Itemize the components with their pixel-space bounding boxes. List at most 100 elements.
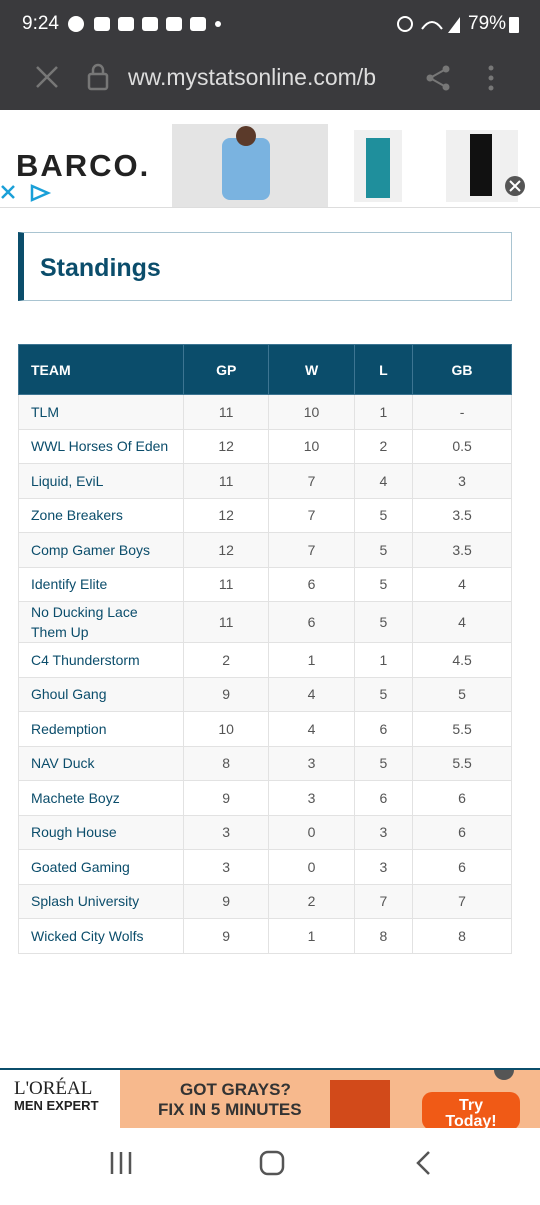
back[interactable] — [416, 1151, 430, 1175]
stat-cell: 3 — [268, 745, 355, 781]
stat-cell: - — [412, 394, 512, 430]
stat-cell: 3 — [353, 849, 414, 885]
stat-cell: 11 — [182, 463, 270, 499]
table-row: No Ducking Lace Them Up 11 6 5 4 — [18, 601, 512, 643]
stat-cell: 3 — [353, 814, 414, 850]
stat-cell: 0.5 — [412, 428, 512, 464]
team-name: NAV Duck — [18, 745, 184, 781]
menu[interactable] — [486, 64, 496, 92]
stat-cell: 3.5 — [412, 497, 512, 533]
close-tab[interactable] — [34, 64, 60, 90]
battery-icon — [509, 17, 519, 33]
stat-cell: 5.5 — [412, 711, 512, 747]
stat-cell: 12 — [182, 497, 270, 533]
table-row: Splash University 9 2 7 7 — [18, 883, 512, 919]
ad-brand: BARCO. — [16, 148, 151, 183]
stat-cell: 12 — [182, 532, 270, 568]
team-name: Machete Boyz — [18, 780, 184, 816]
table-row: Ghoul Gang 9 4 5 5 — [18, 676, 512, 712]
team-name: Ghoul Gang — [18, 676, 184, 712]
table-row: Redemption 10 4 6 5.5 — [18, 711, 512, 747]
stat-cell: 2 — [353, 428, 414, 464]
navigation-bar — [0, 1128, 540, 1200]
standings-table: TEAM GP W L GB TLM 11 10 1- WWL Horses Of Eden 12… — [18, 344, 512, 954]
heading: Standings — [18, 232, 512, 301]
stat-cell: 11 — [182, 394, 270, 430]
battery: 79% — [468, 13, 507, 34]
column-header: GP — [182, 344, 270, 395]
stat-cell: 6 — [412, 780, 512, 816]
stat-cell: 7 — [353, 883, 414, 919]
table-row: NAV Duck 8 3 5 5.5 — [18, 745, 512, 781]
column-header: W — [268, 344, 355, 395]
table-row: Identify Elite 11 6 5 4 — [18, 566, 512, 602]
stat-cell: 6 — [412, 814, 512, 850]
stat-cell: 8 — [353, 918, 414, 954]
home[interactable] — [259, 1150, 285, 1176]
system-icons — [397, 16, 460, 33]
stat-cell: 2 — [182, 642, 270, 678]
stat-cell: 7 — [268, 532, 355, 568]
url[interactable]: ww.mystatsonline.com/b — [128, 64, 376, 90]
table-row: C4 Thunderstorm 2 1 1 4.5 — [18, 642, 512, 678]
column-header: TEAM — [18, 344, 184, 395]
ad-brand: L'ORÉAL — [14, 1078, 93, 1099]
ad-line: MEN EXPERT — [14, 1098, 99, 1113]
team-name: Liquid, EviL — [18, 463, 184, 499]
nav-icons — [110, 1150, 430, 1176]
stat-cell: 5 — [412, 676, 512, 712]
stat-cell: 3.5 — [412, 532, 512, 568]
stat-cell: 2 — [268, 883, 355, 919]
stat-cell: 4 — [268, 676, 355, 712]
stat-cell: 3 — [182, 814, 270, 850]
table-row: Machete Boyz 9 3 6 6 — [18, 780, 512, 816]
stat-cell: 1 — [268, 642, 355, 678]
browser-toolbar: ww.mystatsonline.com/b — [0, 46, 540, 110]
table-row: TLM 11 10 1- — [18, 394, 512, 430]
stat-cell: 9 — [182, 918, 270, 954]
table-row: Comp Gamer Boys 12 7 5 3.5 — [18, 532, 512, 568]
top-ad[interactable]: BARCO. — [0, 124, 540, 208]
stat-cell: 7 — [268, 463, 355, 499]
team-name: Rough House — [18, 814, 184, 850]
stat-cell: 10 — [182, 711, 270, 747]
status-bar: 9:24 79% — [0, 0, 540, 46]
share[interactable] — [424, 64, 452, 92]
stat-cell: 9 — [182, 780, 270, 816]
column-header: GB — [412, 344, 512, 395]
table-body: TLM 11 10 1- WWL Horses Of Eden 12 10 2 0.5 Liqui… — [18, 394, 512, 954]
stat-cell: 0 — [268, 849, 355, 885]
recent-apps[interactable] — [110, 1152, 132, 1174]
team-name: Splash University — [18, 883, 184, 919]
stat-cell: 8 — [182, 745, 270, 781]
team-name: Identify Elite — [18, 566, 184, 602]
ad-images — [1, 124, 525, 207]
stat-cell: 5.5 — [412, 745, 512, 781]
ad-headline: GOT GRAYS? — [180, 1080, 291, 1099]
stat-cell: 11 — [182, 601, 270, 643]
stat-cell: 4 — [412, 566, 512, 602]
stat-cell: 7 — [412, 883, 512, 919]
stat-cell: 5 — [353, 497, 414, 533]
stat-cell: 4.5 — [412, 642, 512, 678]
team-name: Comp Gamer Boys — [18, 532, 184, 568]
stat-cell: 12 — [182, 428, 270, 464]
table-row: WWL Horses Of Eden 12 10 2 0.5 — [18, 428, 512, 464]
stat-cell: 7 — [268, 497, 355, 533]
ad-subline: FIX IN 5 MINUTES — [158, 1100, 302, 1119]
stat-cell: 9 — [182, 676, 270, 712]
header-row: TEAM GP W L GB — [18, 344, 512, 395]
stat-cell: 5 — [353, 601, 414, 643]
table-row: Wicked City Wolfs 9 1 8 8 — [18, 918, 512, 954]
ad-cta[interactable]: Try Today! — [445, 1097, 497, 1129]
stat-cell: 6 — [268, 601, 355, 643]
stat-cell: 10 — [268, 394, 355, 430]
stat-cell: 6 — [353, 780, 414, 816]
bottom-ad[interactable]: L'ORÉAL MEN EXPERT GOT GRAYS? FIX IN 5 M… — [0, 1068, 540, 1128]
stat-cell: 3 — [412, 463, 512, 499]
table-row: Liquid, EviL 11 7 4 3 — [18, 463, 512, 499]
lock-icon — [87, 63, 109, 91]
team-name: No Ducking Lace Them Up — [18, 601, 184, 643]
stat-cell: 10 — [268, 428, 355, 464]
